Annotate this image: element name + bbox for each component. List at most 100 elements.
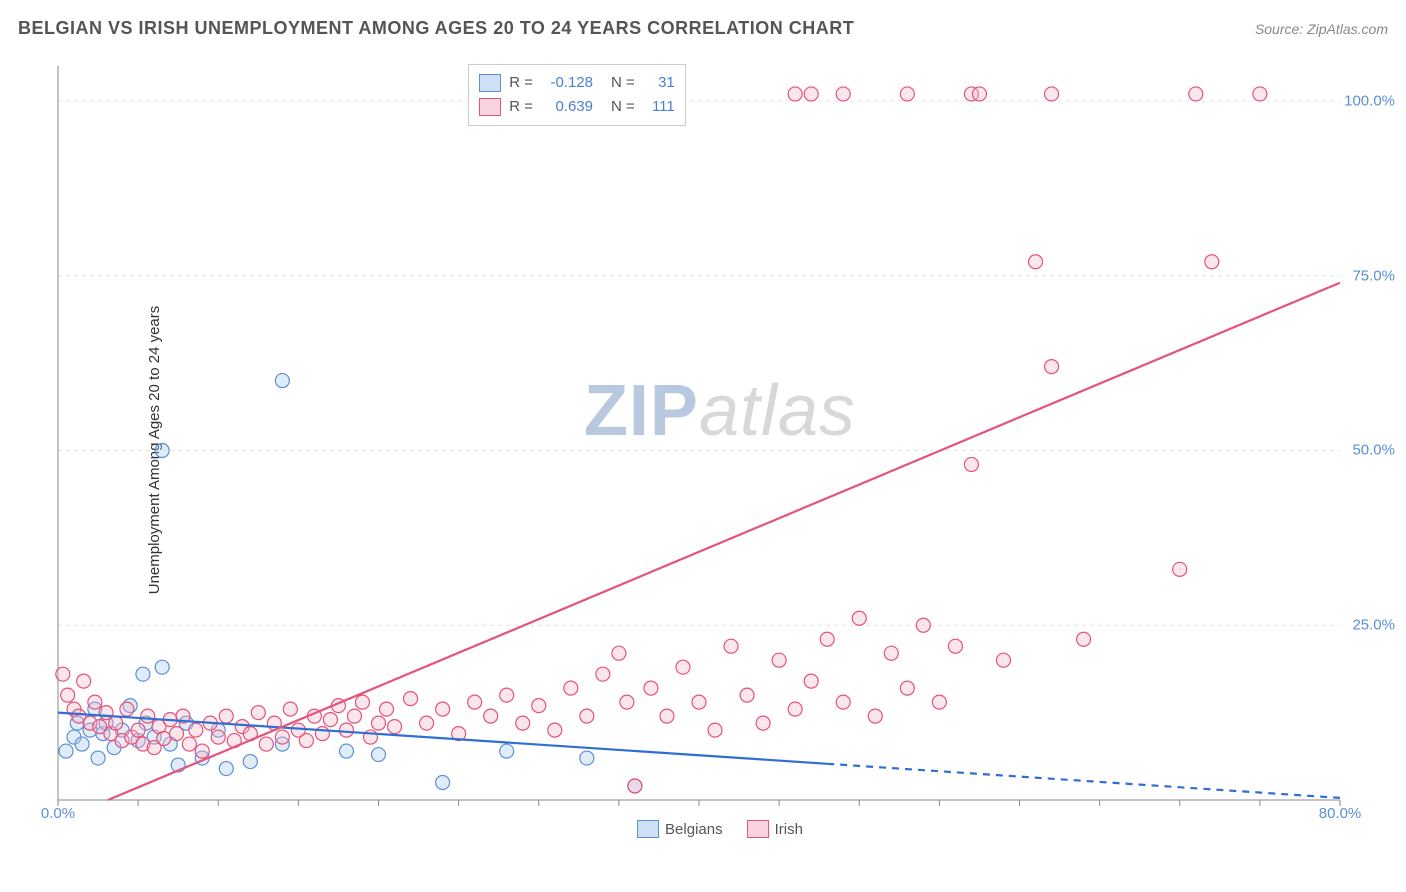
irish-point — [339, 723, 353, 737]
irish-point — [1189, 87, 1203, 101]
bottom-legend-irish: Irish — [747, 820, 803, 838]
x-tick-label: 0.0% — [41, 805, 75, 822]
belgians-point — [580, 751, 594, 765]
irish-point — [484, 709, 498, 723]
irish-point — [195, 744, 209, 758]
correlation-legend: R =-0.128N =31R =0.639N =111 — [468, 64, 686, 126]
bottom-legend-belgians: Belgians — [637, 820, 723, 838]
r-value: 0.639 — [541, 95, 593, 119]
belgians-point — [75, 737, 89, 751]
irish-point — [900, 681, 914, 695]
irish-point — [500, 688, 514, 702]
irish-point — [628, 779, 642, 793]
irish-point — [788, 87, 802, 101]
irish-point — [61, 688, 75, 702]
belgians-swatch — [479, 74, 501, 92]
irish-point — [1253, 87, 1267, 101]
irish-point — [1205, 255, 1219, 269]
irish-point — [916, 618, 930, 632]
irish-point — [323, 713, 337, 727]
irish-point — [189, 723, 203, 737]
irish-point — [692, 695, 706, 709]
irish-point — [964, 457, 978, 471]
irish-point — [596, 667, 610, 681]
legend-row-irish: R =0.639N =111 — [479, 95, 675, 119]
irish-point — [219, 709, 233, 723]
irish-point — [1045, 87, 1059, 101]
x-tick-label: 80.0% — [1319, 805, 1362, 822]
irish-point — [404, 692, 418, 706]
irish-point — [580, 709, 594, 723]
irish-point — [516, 716, 530, 730]
irish-point — [299, 734, 313, 748]
belgians-point — [372, 748, 386, 762]
belgians-point — [339, 744, 353, 758]
irish-point — [724, 639, 738, 653]
irish-point — [932, 695, 946, 709]
irish-point — [131, 723, 145, 737]
irish-point — [708, 723, 722, 737]
irish-point — [380, 702, 394, 716]
irish-point — [788, 702, 802, 716]
irish-swatch — [479, 98, 501, 116]
irish-point — [315, 727, 329, 741]
series-label: Irish — [775, 821, 803, 838]
y-tick-label: 75.0% — [1352, 267, 1395, 284]
irish-point — [948, 639, 962, 653]
y-tick-label: 25.0% — [1352, 617, 1395, 634]
irish-point — [275, 730, 289, 744]
irish-point — [283, 702, 297, 716]
chart-title: BELGIAN VS IRISH UNEMPLOYMENT AMONG AGES… — [18, 18, 854, 39]
irish-point — [884, 646, 898, 660]
irish-point — [388, 720, 402, 734]
belgians-trendline-dashed — [827, 764, 1340, 798]
irish-point — [996, 653, 1010, 667]
belgians-point — [219, 762, 233, 776]
irish-point — [251, 706, 265, 720]
belgians-point — [243, 755, 257, 769]
legend-row-belgians: R =-0.128N =31 — [479, 71, 675, 95]
irish-point — [548, 723, 562, 737]
irish-point — [468, 695, 482, 709]
irish-point — [740, 688, 754, 702]
belgians-point — [500, 744, 514, 758]
irish-point — [259, 737, 273, 751]
irish-point — [900, 87, 914, 101]
plot-area: Unemployment Among Ages 20 to 24 years Z… — [50, 60, 1390, 840]
irish-point — [77, 674, 91, 688]
y-tick-label: 50.0% — [1352, 442, 1395, 459]
series-legend: Belgians Irish — [637, 820, 803, 838]
belgians-point — [155, 660, 169, 674]
irish-point — [612, 646, 626, 660]
irish-point — [676, 660, 690, 674]
irish-point — [141, 709, 155, 723]
irish-point — [157, 731, 171, 745]
series-label: Belgians — [665, 821, 723, 838]
irish-point — [120, 702, 134, 716]
n-label: N = — [611, 95, 635, 119]
belgians-point — [155, 443, 169, 457]
belgians-point — [59, 744, 73, 758]
irish-point — [109, 716, 123, 730]
n-label: N = — [611, 71, 635, 95]
irish-point — [420, 716, 434, 730]
irish-point — [532, 699, 546, 713]
irish-swatch-bottom — [747, 820, 769, 838]
irish-point — [436, 702, 450, 716]
irish-point — [88, 695, 102, 709]
irish-point — [804, 87, 818, 101]
irish-point — [355, 695, 369, 709]
irish-point — [56, 667, 70, 681]
belgians-point — [275, 374, 289, 388]
irish-point — [820, 632, 834, 646]
irish-point — [1077, 632, 1091, 646]
chart-svg — [50, 60, 1390, 840]
belgians-point — [136, 667, 150, 681]
belgians-point — [91, 751, 105, 765]
r-label: R = — [509, 95, 533, 119]
irish-point — [182, 737, 196, 751]
y-tick-label: 100.0% — [1344, 92, 1395, 109]
source-label: Source: ZipAtlas.com — [1255, 21, 1388, 37]
irish-point — [620, 695, 634, 709]
irish-point — [804, 674, 818, 688]
